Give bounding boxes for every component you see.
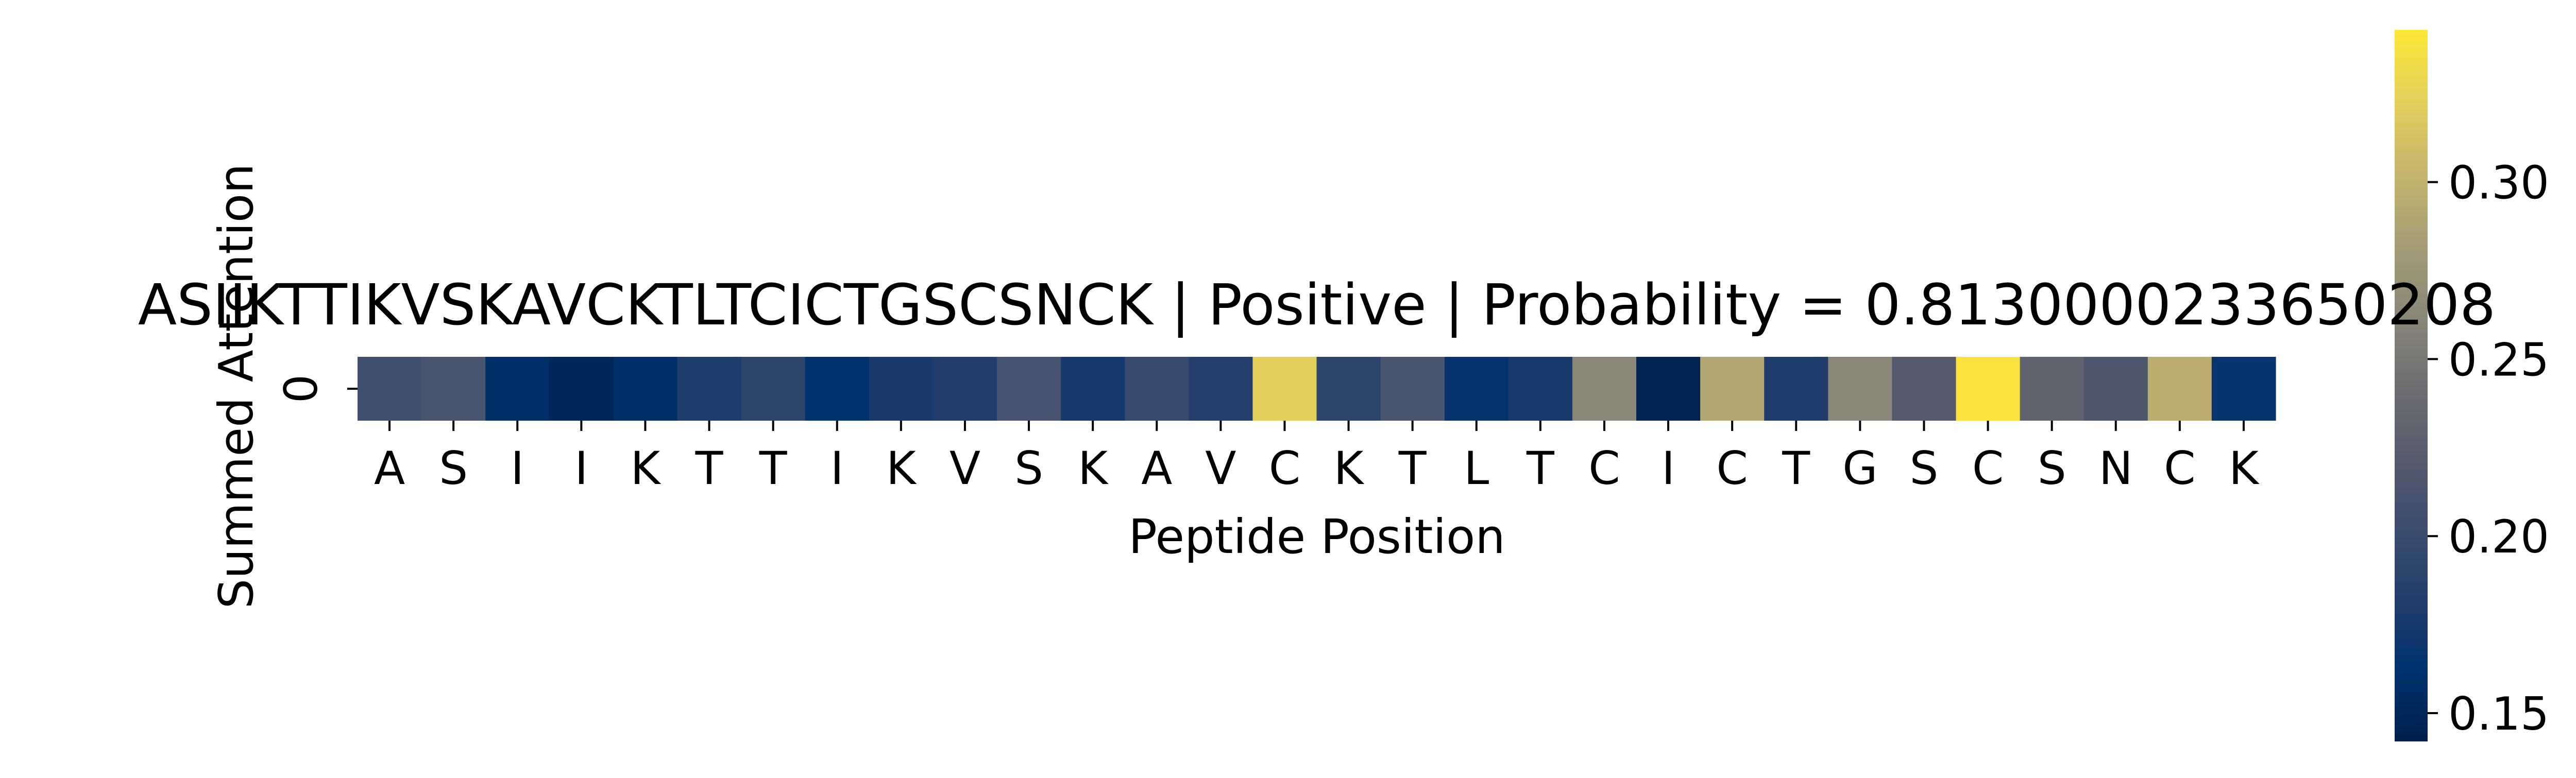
- heatmap-cell: [485, 357, 550, 421]
- heatmap-cell: [1444, 357, 1509, 421]
- x-tick-label: A: [374, 442, 405, 495]
- heatmap-cell: [1572, 357, 1637, 421]
- heatmap-cells: [358, 357, 2276, 421]
- x-tick-label: T: [1782, 442, 1810, 495]
- heatmap-cell: [677, 357, 742, 421]
- chart-title: ASIIKTTIKVSKAVCKTLTCICTGSCSNCK | Positiv…: [138, 272, 2496, 338]
- x-tick-label: K: [1334, 442, 1365, 495]
- heatmap-cell: [1189, 357, 1253, 421]
- heatmap-cell: [1956, 357, 2021, 421]
- heatmap-cell: [2211, 357, 2276, 421]
- y-tick-group: 0: [275, 374, 358, 403]
- colorbar: 0.15 0.20 0.25 0.30: [2395, 30, 2549, 741]
- x-tick-label: S: [1910, 442, 1939, 495]
- heatmap-cell: [1700, 357, 1765, 421]
- x-tick-label: V: [1205, 442, 1236, 495]
- heatmap-cell: [1316, 357, 1381, 421]
- x-tick-label: N: [2099, 442, 2133, 495]
- y-axis-label: Summed Attention: [209, 164, 264, 609]
- x-tick-label: K: [886, 442, 917, 495]
- heatmap-cell: [1892, 357, 1957, 421]
- x-tick-label: C: [2164, 442, 2195, 495]
- heatmap-cell: [2147, 357, 2212, 421]
- x-tick-label: K: [631, 442, 662, 495]
- heatmap-cell: [1252, 357, 1317, 421]
- x-tick-label: T: [695, 442, 724, 495]
- x-tick-label: V: [950, 442, 980, 495]
- colorbar-gradient: [2395, 30, 2428, 741]
- x-tick-label: T: [1398, 442, 1427, 495]
- x-tick-label: C: [1269, 442, 1300, 495]
- x-tick-label: S: [1014, 442, 1043, 495]
- x-tick-label: G: [1842, 442, 1877, 495]
- heatmap-cell: [1061, 357, 1125, 421]
- x-tick-label: K: [2229, 442, 2260, 495]
- x-tick-label: I: [574, 442, 588, 495]
- colorbar-tick-label: 0.20: [2448, 510, 2549, 563]
- x-tick-label: C: [1972, 442, 2004, 495]
- heatmap-cell: [933, 357, 997, 421]
- x-tick-label: I: [511, 442, 524, 495]
- heatmap-cell: [869, 357, 934, 421]
- x-tick-label: I: [831, 442, 844, 495]
- colorbar-tick-label: 0.30: [2448, 157, 2549, 210]
- heatmap-cell: [421, 357, 486, 421]
- x-tick-label: C: [1588, 442, 1620, 495]
- x-axis-label: Peptide Position: [1128, 509, 1505, 564]
- heatmap-cell: [2020, 357, 2084, 421]
- x-tick-label: C: [1716, 442, 1748, 495]
- heatmap-cell: [358, 357, 422, 421]
- x-tick-label: I: [1662, 442, 1675, 495]
- heatmap-cell: [1828, 357, 1892, 421]
- x-tick-label: A: [1141, 442, 1172, 495]
- heatmap-cell: [805, 357, 870, 421]
- heatmap-cell: [1764, 357, 1828, 421]
- x-tick-label: L: [1464, 442, 1489, 495]
- y-tick-label: 0: [275, 374, 328, 403]
- colorbar-tick-group: 0.15 0.20 0.25 0.30: [2428, 157, 2549, 740]
- colorbar-tick-label: 0.15: [2448, 687, 2549, 740]
- x-tick-label: S: [439, 442, 468, 495]
- heatmap-cell: [2083, 357, 2148, 421]
- heatmap-cell: [549, 357, 614, 421]
- x-tick-label: T: [1526, 442, 1555, 495]
- x-tick-label: T: [759, 442, 788, 495]
- heatmap-cell: [613, 357, 678, 421]
- heatmap-cell: [1125, 357, 1189, 421]
- heatmap-cell: [741, 357, 806, 421]
- heatmap-cell: [997, 357, 1061, 421]
- x-tick-label: S: [2038, 442, 2066, 495]
- x-tick-label: K: [1078, 442, 1109, 495]
- heatmap-cell: [1636, 357, 1701, 421]
- colorbar-tick-label: 0.25: [2448, 333, 2549, 386]
- heatmap-cell: [1508, 357, 1573, 421]
- heatmap-cell: [1380, 357, 1445, 421]
